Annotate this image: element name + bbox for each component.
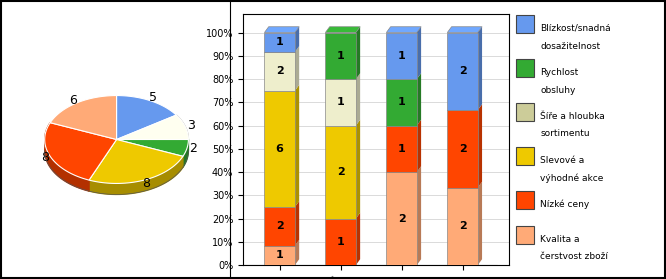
Polygon shape [478, 104, 482, 187]
Text: Nízké ceny: Nízké ceny [540, 200, 589, 209]
Text: 2: 2 [459, 144, 466, 154]
Polygon shape [356, 213, 360, 265]
FancyBboxPatch shape [516, 226, 534, 244]
Bar [326, 126, 356, 218]
Text: 8: 8 [41, 151, 49, 164]
Polygon shape [356, 73, 360, 126]
Text: Šíře a hloubka: Šíře a hloubka [540, 112, 605, 121]
Text: 1: 1 [276, 37, 284, 47]
FancyBboxPatch shape [516, 103, 534, 121]
Polygon shape [50, 95, 117, 140]
Polygon shape [295, 201, 299, 246]
Polygon shape [117, 95, 176, 140]
Polygon shape [417, 27, 421, 79]
Polygon shape [356, 27, 360, 79]
Bar [386, 79, 417, 126]
Text: výhodné akce: výhodné akce [540, 174, 604, 183]
Text: 2: 2 [459, 221, 466, 231]
Text: obsluhy: obsluhy [540, 86, 576, 95]
Polygon shape [478, 182, 482, 265]
Text: 2: 2 [398, 213, 406, 223]
Bar [326, 218, 356, 265]
Polygon shape [356, 120, 360, 218]
Polygon shape [89, 140, 183, 184]
Text: 2: 2 [276, 66, 284, 76]
Text: dosažitelnost: dosažitelnost [540, 42, 601, 50]
Bar [264, 91, 295, 207]
FancyBboxPatch shape [516, 147, 534, 165]
Text: 1: 1 [398, 97, 406, 107]
Text: 6: 6 [69, 93, 77, 107]
Text: 8: 8 [143, 177, 151, 190]
Bar [386, 172, 417, 265]
Text: 2: 2 [188, 142, 196, 155]
Polygon shape [183, 140, 188, 167]
Bar [386, 126, 417, 172]
Bar [264, 246, 295, 265]
Text: 6: 6 [276, 144, 284, 154]
Text: 1: 1 [337, 97, 344, 107]
Polygon shape [295, 46, 299, 91]
Polygon shape [326, 27, 360, 33]
Text: Slevové a: Slevové a [540, 156, 585, 165]
Bar [386, 33, 417, 79]
Text: 5: 5 [149, 91, 157, 104]
Text: Rychlost: Rychlost [540, 68, 579, 77]
Polygon shape [295, 27, 299, 52]
Polygon shape [45, 123, 117, 180]
Text: Kvalita a: Kvalita a [540, 235, 580, 244]
Text: 2: 2 [459, 66, 466, 76]
Bar [264, 52, 295, 91]
Text: 1: 1 [337, 51, 344, 61]
Text: sortimentu: sortimentu [540, 129, 590, 138]
Polygon shape [417, 73, 421, 126]
Polygon shape [448, 27, 482, 33]
Polygon shape [295, 85, 299, 207]
Bar [448, 187, 478, 265]
Text: 1: 1 [398, 144, 406, 154]
FancyBboxPatch shape [516, 15, 534, 33]
Bar [264, 33, 295, 52]
Polygon shape [295, 240, 299, 265]
Polygon shape [117, 115, 188, 140]
Text: 2: 2 [276, 221, 284, 231]
Bar [326, 79, 356, 126]
Polygon shape [478, 27, 482, 110]
Polygon shape [417, 166, 421, 265]
Polygon shape [264, 27, 299, 33]
FancyBboxPatch shape [516, 191, 534, 209]
Text: 3: 3 [187, 119, 194, 132]
Polygon shape [176, 115, 188, 150]
Polygon shape [417, 120, 421, 172]
Polygon shape [89, 156, 183, 194]
Polygon shape [45, 123, 89, 191]
Text: 1: 1 [398, 51, 406, 61]
Text: 1: 1 [337, 237, 344, 247]
Bar [264, 207, 295, 246]
Bar [448, 33, 478, 110]
Bar [448, 110, 478, 187]
Polygon shape [386, 27, 421, 33]
Text: 1: 1 [276, 250, 284, 260]
Text: 2: 2 [337, 167, 344, 177]
FancyBboxPatch shape [516, 59, 534, 77]
Polygon shape [117, 140, 188, 156]
Text: čerstvost zboží: čerstvost zboží [540, 252, 609, 261]
Bar [326, 33, 356, 79]
Text: Blízkost/snadná: Blízkost/snadná [540, 24, 611, 33]
